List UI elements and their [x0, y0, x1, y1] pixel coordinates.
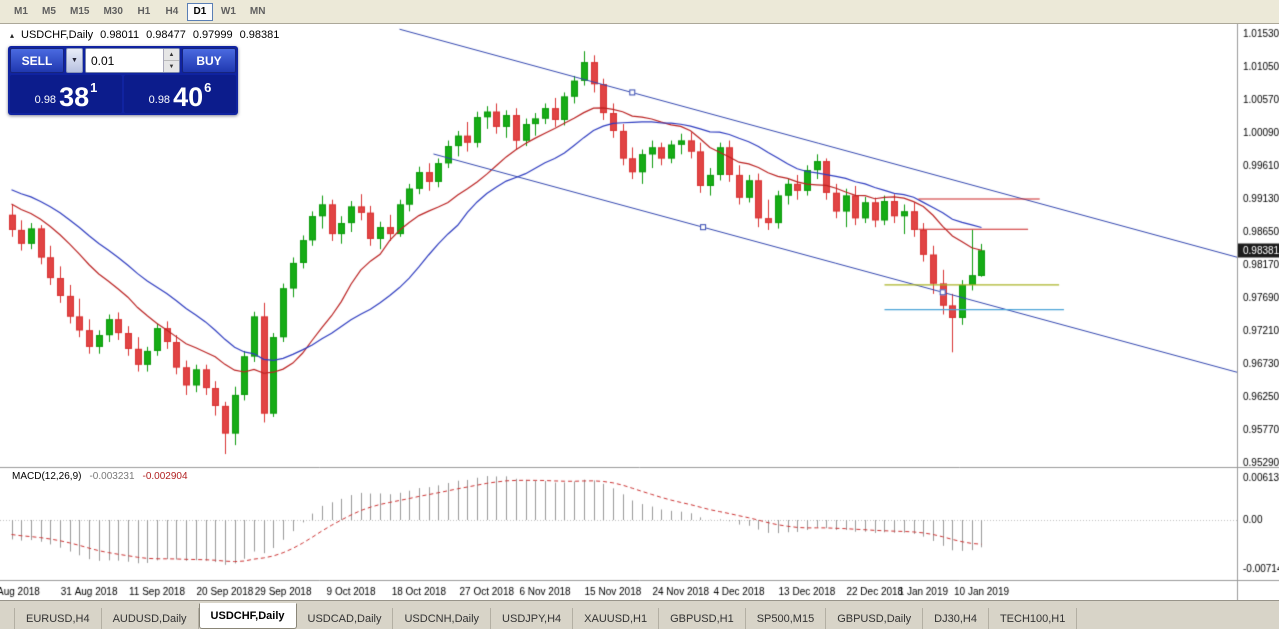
price-chart[interactable]	[0, 24, 1279, 600]
bid-ask-row: 0.98 38 1 0.98 40 6	[10, 75, 236, 113]
chevron-down-icon: ▼	[71, 57, 78, 64]
symbol-tab-AUDUSD-Daily[interactable]: AUDUSD,Daily	[101, 608, 199, 629]
symbol-tab-TECH100-H1[interactable]: TECH100,H1	[988, 608, 1078, 629]
one-click-trading-panel: SELL ▼ ▲ ▼ BUY 0.98 38 1 0.98 40 6	[8, 46, 238, 115]
bid-price[interactable]: 0.98 38 1	[10, 75, 122, 113]
symbol-tab-USDJPY-H4[interactable]: USDJPY,H4	[491, 608, 574, 629]
timeframe-button-M5[interactable]: M5	[36, 3, 62, 21]
symbol-tab-USDCAD-Daily[interactable]: USDCAD,Daily	[296, 608, 394, 629]
symbol-tab-bar: EURUSD,H4 AUDUSD,Daily USDCHF,Daily USDCAD,…	[0, 600, 1279, 629]
symbol-tab-GBPUSD-H1[interactable]: GBPUSD,H1	[659, 608, 746, 629]
symbol-tab-GBPUSD-Daily[interactable]: GBPUSD,Daily	[826, 608, 924, 629]
symbol-tab-DJ30-H4[interactable]: DJ30,H4	[923, 608, 989, 629]
timeframe-button-M30[interactable]: M30	[97, 3, 128, 21]
symbol-tab-SP500-M15[interactable]: SP500,M15	[745, 608, 827, 629]
symbol-tab-EURUSD-H4[interactable]: EURUSD,H4	[14, 608, 102, 629]
timeframe-buttons: M1 M5 M15 M30 H1 H4 D1 W1 MN	[8, 2, 272, 21]
timeframe-button-H1[interactable]: H1	[131, 3, 157, 21]
ask-price-point: 6	[204, 80, 212, 95]
timeframe-button-D1[interactable]: D1	[186, 2, 213, 21]
timeframe-button-M15[interactable]: M15	[64, 3, 95, 21]
sell-button[interactable]: SELL	[10, 48, 64, 73]
buy-button[interactable]: BUY	[182, 48, 236, 73]
order-type-dropdown-button[interactable]: ▼	[66, 48, 83, 73]
timeframe-button-W1[interactable]: W1	[215, 3, 242, 21]
symbol-tab-USDCNH-Daily[interactable]: USDCNH,Daily	[393, 608, 492, 629]
bid-price-prefix: 0.98	[34, 94, 57, 106]
chevron-up-icon: ▲	[168, 51, 175, 58]
ask-price[interactable]: 0.98 40 6	[124, 75, 236, 113]
bid-price-point: 1	[90, 80, 98, 95]
symbol-tab-USDCHF-Daily[interactable]: USDCHF,Daily	[198, 603, 297, 629]
timeframe-button-H4[interactable]: H4	[159, 3, 185, 21]
volume-input[interactable]	[86, 49, 163, 72]
ask-price-pips: 40	[173, 82, 204, 112]
timeframe-button-MN[interactable]: MN	[244, 3, 272, 21]
volume-down-button[interactable]: ▼	[164, 61, 179, 72]
symbol-tab-XAUUSD-H1[interactable]: XAUUSD,H1	[573, 608, 660, 629]
chevron-down-icon: ▼	[168, 63, 175, 70]
ask-price-prefix: 0.98	[148, 94, 171, 106]
volume-input-wrap: ▲ ▼	[85, 48, 180, 73]
timeframe-toolbar: M1 M5 M15 M30 H1 H4 D1 W1 MN	[0, 0, 1279, 24]
volume-up-button[interactable]: ▲	[164, 49, 179, 61]
volume-spinner: ▲ ▼	[163, 49, 179, 72]
timeframe-button-M1[interactable]: M1	[8, 3, 34, 21]
order-controls-row: SELL ▼ ▲ ▼ BUY	[10, 48, 236, 73]
bid-price-pips: 38	[59, 82, 90, 112]
